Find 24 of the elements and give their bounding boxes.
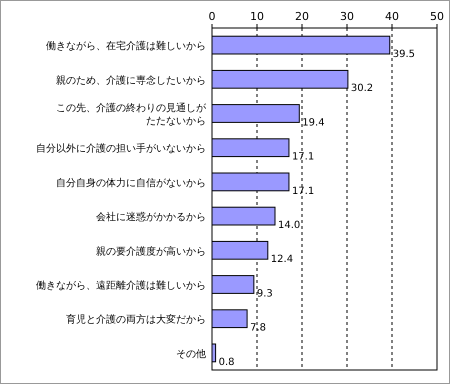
data-label: 9.3 [256,288,273,300]
y-tick-label: 働きながら、遠距離介護は難しいから [36,280,206,292]
y-tick-label: 働きながら、在宅介護は難しいから [46,40,206,52]
data-label: 0.8 [218,356,235,368]
x-tick-label: 0 [208,10,216,23]
y-tick-label: 育児と介護の両方は大変だから [66,314,206,326]
x-tick-label: 50 [430,10,444,23]
data-label: 12.4 [270,254,294,266]
data-label: 19.4 [302,117,325,128]
y-tick-label: 親のため、介護に専念したいから [56,74,206,86]
y-tick-label: 親の要介護度が高いから [96,245,206,258]
y-tick-label: 自分自身の体力に自信がないから [56,176,206,189]
y-tick-label: その他 [176,348,206,360]
x-tick-label: 20 [295,10,309,23]
y-tick-label: この先、介護の終わりの見通しがたたないから [56,102,207,127]
x-tick-label: 30 [340,10,354,23]
x-tick-label: 10 [250,10,264,23]
data-label: 7.8 [250,322,266,334]
x-tick-label: 40 [385,10,399,23]
data-label: 39.5 [392,48,416,60]
data-label: 14.0 [278,220,300,231]
y-tick-label: 会社に迷惑がかかるから [96,211,206,224]
y-tick-label: 自分以外に介護の担い手がいないから [36,142,206,155]
data-label: 30.2 [350,83,374,94]
